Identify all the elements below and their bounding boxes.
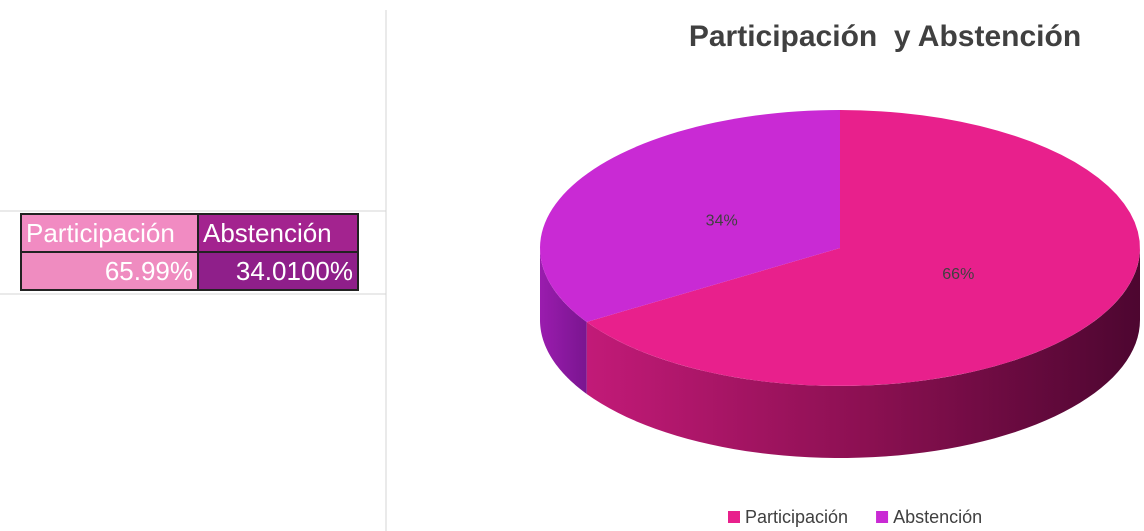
header-cell: Participación	[20, 213, 199, 253]
pie-slice	[540, 110, 840, 322]
header-cell: Abstención	[197, 213, 359, 253]
legend-label: Participación	[745, 507, 848, 527]
chart-title: Participación y Abstención	[689, 20, 1081, 53]
value-cell: 34.0100%	[197, 251, 359, 291]
value-cell: 65.99%	[20, 251, 199, 291]
pie-side	[540, 248, 587, 394]
data-label: 34%	[706, 213, 738, 230]
data-label: 66%	[942, 266, 974, 283]
legend-swatch	[876, 511, 889, 523]
legend-label: Abstención	[893, 507, 982, 527]
data-table: Participación Abstención 65.99% 34.0100%	[20, 213, 359, 291]
pie-side	[586, 248, 1140, 458]
legend-swatch	[728, 511, 740, 523]
pie-slice	[586, 110, 1140, 386]
